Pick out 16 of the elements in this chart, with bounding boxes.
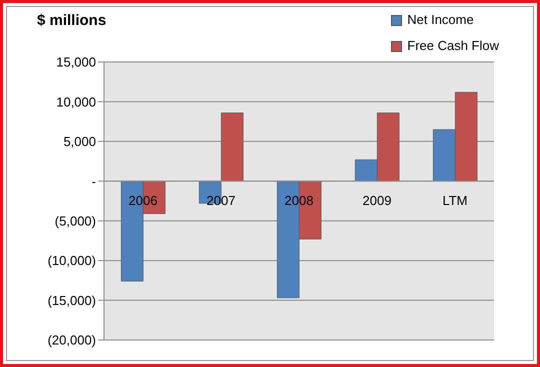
- x-tick-label: 2006: [128, 193, 158, 208]
- legend-label: Free Cash Flow: [407, 37, 499, 55]
- y-tick-label: 10,000: [56, 94, 96, 110]
- y-tick-label: (15,000): [48, 292, 96, 308]
- x-tick-label: 2009: [362, 193, 392, 208]
- y-tick-label: 5,000: [63, 134, 96, 150]
- y-tick-label: (5,000): [54, 213, 96, 228]
- legend-label: Net Income: [407, 11, 474, 29]
- chart-title: $ millions: [37, 12, 106, 29]
- y-tick-label: 15,000: [56, 54, 96, 70]
- y-tick-label: (10,000): [48, 253, 96, 268]
- x-tick-label: 2008: [284, 193, 314, 208]
- x-tick-label: 2007: [206, 193, 236, 208]
- y-tick-label: -: [92, 174, 96, 189]
- y-tick-label: (20,000): [48, 332, 96, 348]
- x-tick-label: LTM: [442, 193, 468, 208]
